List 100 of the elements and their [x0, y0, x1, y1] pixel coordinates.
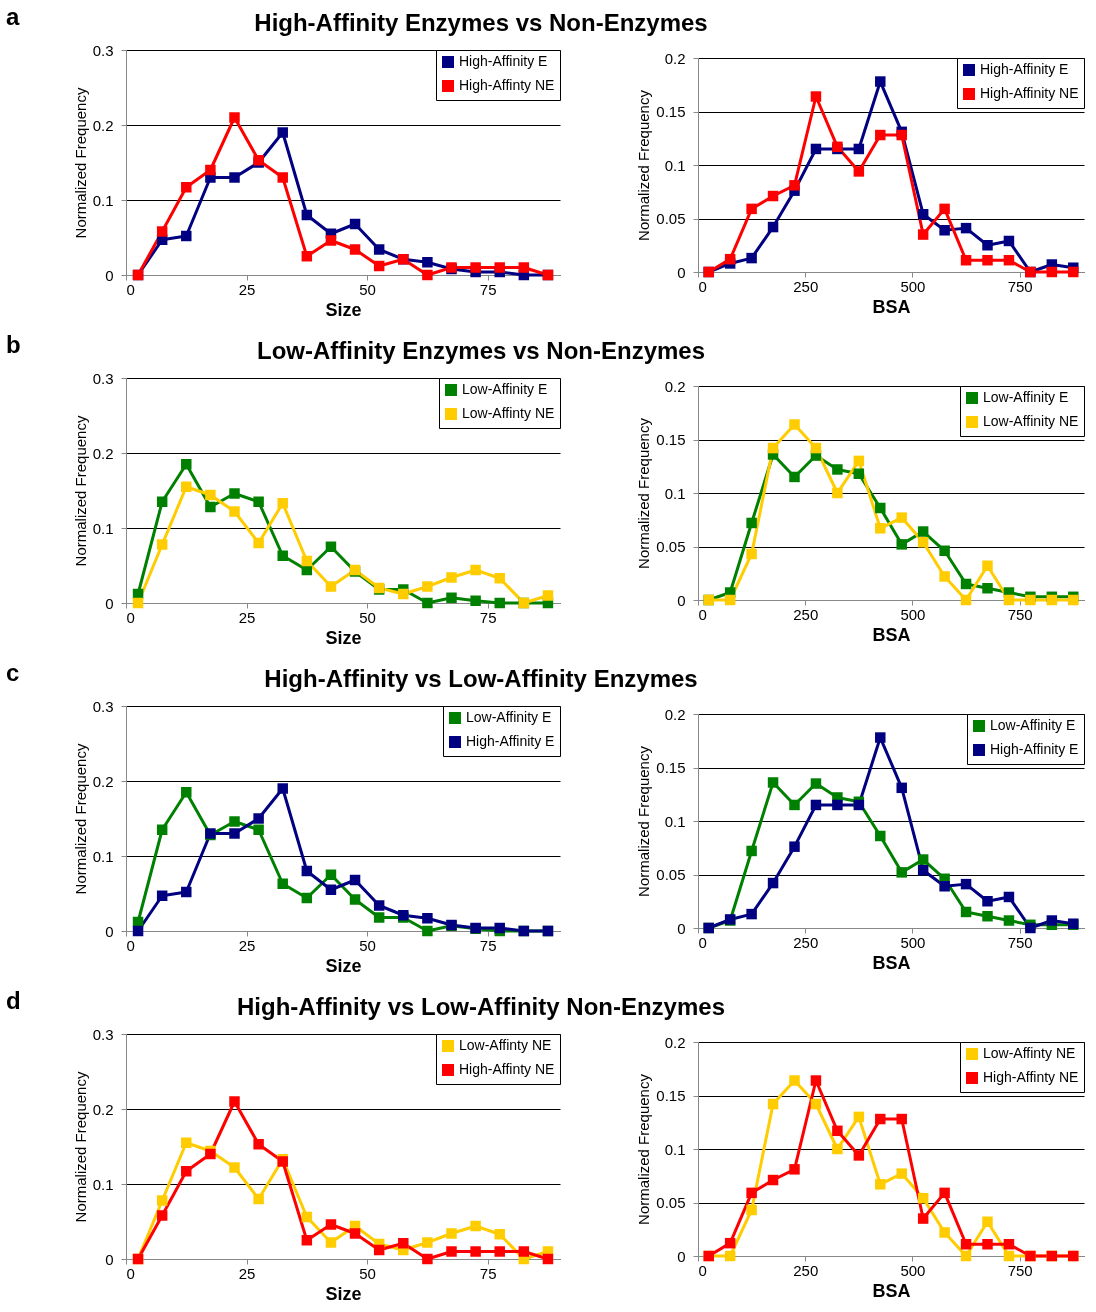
x-tick-label: 25	[238, 936, 256, 954]
legend-label: Low-Affinity NE	[983, 413, 1079, 429]
text: c	[6, 659, 20, 686]
legend-label: High-Affinity E	[459, 53, 548, 69]
y-tick-label: 0	[105, 594, 114, 612]
y-tick-label: 0.2	[92, 116, 114, 134]
y-tick-label: 0.2	[664, 1033, 686, 1051]
legend-label: High-Affinty NE	[459, 77, 555, 93]
x-tick-label: 75	[479, 936, 497, 954]
text: b	[6, 331, 21, 358]
y-tick-label: 0.15	[656, 1087, 686, 1104]
x-tick-label: 500	[900, 933, 926, 951]
legend-label: Low-Affinity E	[990, 717, 1076, 733]
y-tick-label: 0.1	[92, 847, 114, 865]
y-tick-label: 0.2	[664, 377, 686, 395]
x-axis-title: BSA	[872, 952, 911, 973]
x-tick-label: 750	[1007, 605, 1033, 623]
chart-title: High-Affinity vs Low-Affinity Non-Enzymes	[237, 993, 725, 1020]
y-tick-label: 0	[105, 922, 114, 940]
y-tick-label: 0.05	[656, 210, 686, 227]
x-tick-label: 75	[479, 1264, 497, 1282]
y-tick-label: 0.15	[656, 759, 686, 776]
legend-label: Low-Affinty NE	[983, 1045, 1076, 1061]
x-axis-title: BSA	[872, 296, 911, 317]
y-tick-label: 0.2	[92, 444, 114, 462]
legend-label: High-Affinty NE	[983, 1069, 1079, 1085]
y-tick-label: 0.2	[664, 705, 686, 723]
x-tick-label: 0	[698, 605, 707, 623]
x-tick-label: 0	[126, 1264, 135, 1282]
legend-label: Low-Affinity E	[466, 709, 552, 725]
x-axis-title: BSA	[872, 1280, 911, 1301]
y-tick-label: 0.15	[656, 103, 686, 120]
x-tick-label: 0	[126, 608, 135, 626]
x-tick-label: 75	[479, 608, 497, 626]
x-tick-label: 50	[359, 1264, 376, 1282]
x-tick-label: 0	[126, 280, 135, 298]
y-axis-title: Normalized Frequency	[635, 745, 653, 897]
y-tick-label: 0.3	[92, 1025, 114, 1043]
y-axis-title: Normalized Frequency	[71, 1071, 89, 1223]
y-tick-label: 0.2	[92, 1100, 114, 1118]
y-tick-label: 0	[105, 1250, 114, 1268]
x-tick-label: 0	[698, 277, 707, 295]
legend-label: High-Affinity E	[990, 741, 1079, 757]
y-axis-title: Normalized Frequency	[635, 417, 653, 569]
x-tick-label: 50	[359, 280, 376, 298]
y-tick-label: 0.1	[664, 1140, 686, 1158]
legend-label: High-Affinity E	[980, 61, 1069, 77]
y-tick-label: 0.3	[92, 41, 114, 59]
y-tick-label: 0	[677, 263, 686, 281]
x-tick-label: 0	[698, 933, 707, 951]
y-tick-label: 0.2	[664, 49, 686, 67]
x-tick-label: 750	[1007, 277, 1033, 295]
x-tick-label: 250	[793, 605, 819, 623]
x-tick-label: 750	[1007, 933, 1033, 951]
x-tick-label: 75	[479, 280, 497, 298]
y-tick-label: 0.3	[92, 369, 114, 387]
x-tick-label: 25	[238, 1264, 256, 1282]
legend-label: High-Affinty NE	[459, 1061, 555, 1077]
x-tick-label: 250	[793, 277, 819, 295]
legend-label: Low-Affinity E	[983, 389, 1069, 405]
y-axis-title: Normalized Frequency	[635, 1073, 653, 1225]
x-tick-label: 25	[238, 280, 256, 298]
y-tick-label: 0.2	[92, 772, 114, 790]
y-axis-title: Normalized Frequency	[71, 743, 89, 895]
y-tick-label: 0.05	[656, 1194, 686, 1211]
legend-label: Low-Affinty NE	[459, 1037, 552, 1053]
y-tick-label: 0	[105, 266, 114, 284]
x-tick-label: 750	[1007, 1261, 1033, 1279]
y-tick-label: 0.3	[92, 697, 114, 715]
chart-title: High-Affinity vs Low-Affinity Enzymes	[264, 665, 698, 692]
x-axis-title: Size	[325, 1283, 362, 1304]
y-tick-label: 0	[677, 591, 686, 609]
legend-label: Low-Affinty NE	[462, 405, 555, 421]
text: a	[6, 3, 20, 30]
x-tick-label: 500	[900, 1261, 926, 1279]
legend-label: High-Affinity E	[466, 733, 555, 749]
y-tick-label: 0.05	[656, 866, 686, 883]
x-tick-label: 50	[359, 608, 376, 626]
chart-title: Low-Affinity Enzymes vs Non-Enzymes	[256, 337, 706, 364]
legend-label: High-Affinity NE	[980, 85, 1079, 101]
x-tick-label: 0	[126, 936, 135, 954]
y-tick-label: 0.1	[664, 484, 686, 502]
x-axis-title: Size	[325, 299, 362, 320]
x-axis-title: BSA	[872, 624, 911, 645]
x-tick-label: 25	[238, 608, 256, 626]
chart-title: High-Affinity Enzymes vs Non-Enzymes	[254, 9, 708, 36]
x-tick-label: 250	[793, 933, 819, 951]
y-axis-title: Normalized Frequency	[71, 415, 89, 567]
legend-label: Low-Affinity E	[462, 381, 548, 397]
y-tick-label: 0.1	[92, 1175, 114, 1193]
y-tick-label: 0	[677, 1247, 686, 1265]
y-tick-label: 0.05	[656, 538, 686, 555]
x-axis-title: Size	[325, 627, 362, 648]
y-axis-title: Normalized Frequency	[71, 87, 89, 239]
x-tick-label: 50	[359, 936, 376, 954]
x-tick-label: 500	[900, 277, 926, 295]
y-tick-label: 0	[677, 919, 686, 937]
y-tick-label: 0.1	[664, 156, 686, 174]
x-tick-label: 0	[698, 1261, 707, 1279]
y-tick-label: 0.1	[92, 519, 114, 537]
